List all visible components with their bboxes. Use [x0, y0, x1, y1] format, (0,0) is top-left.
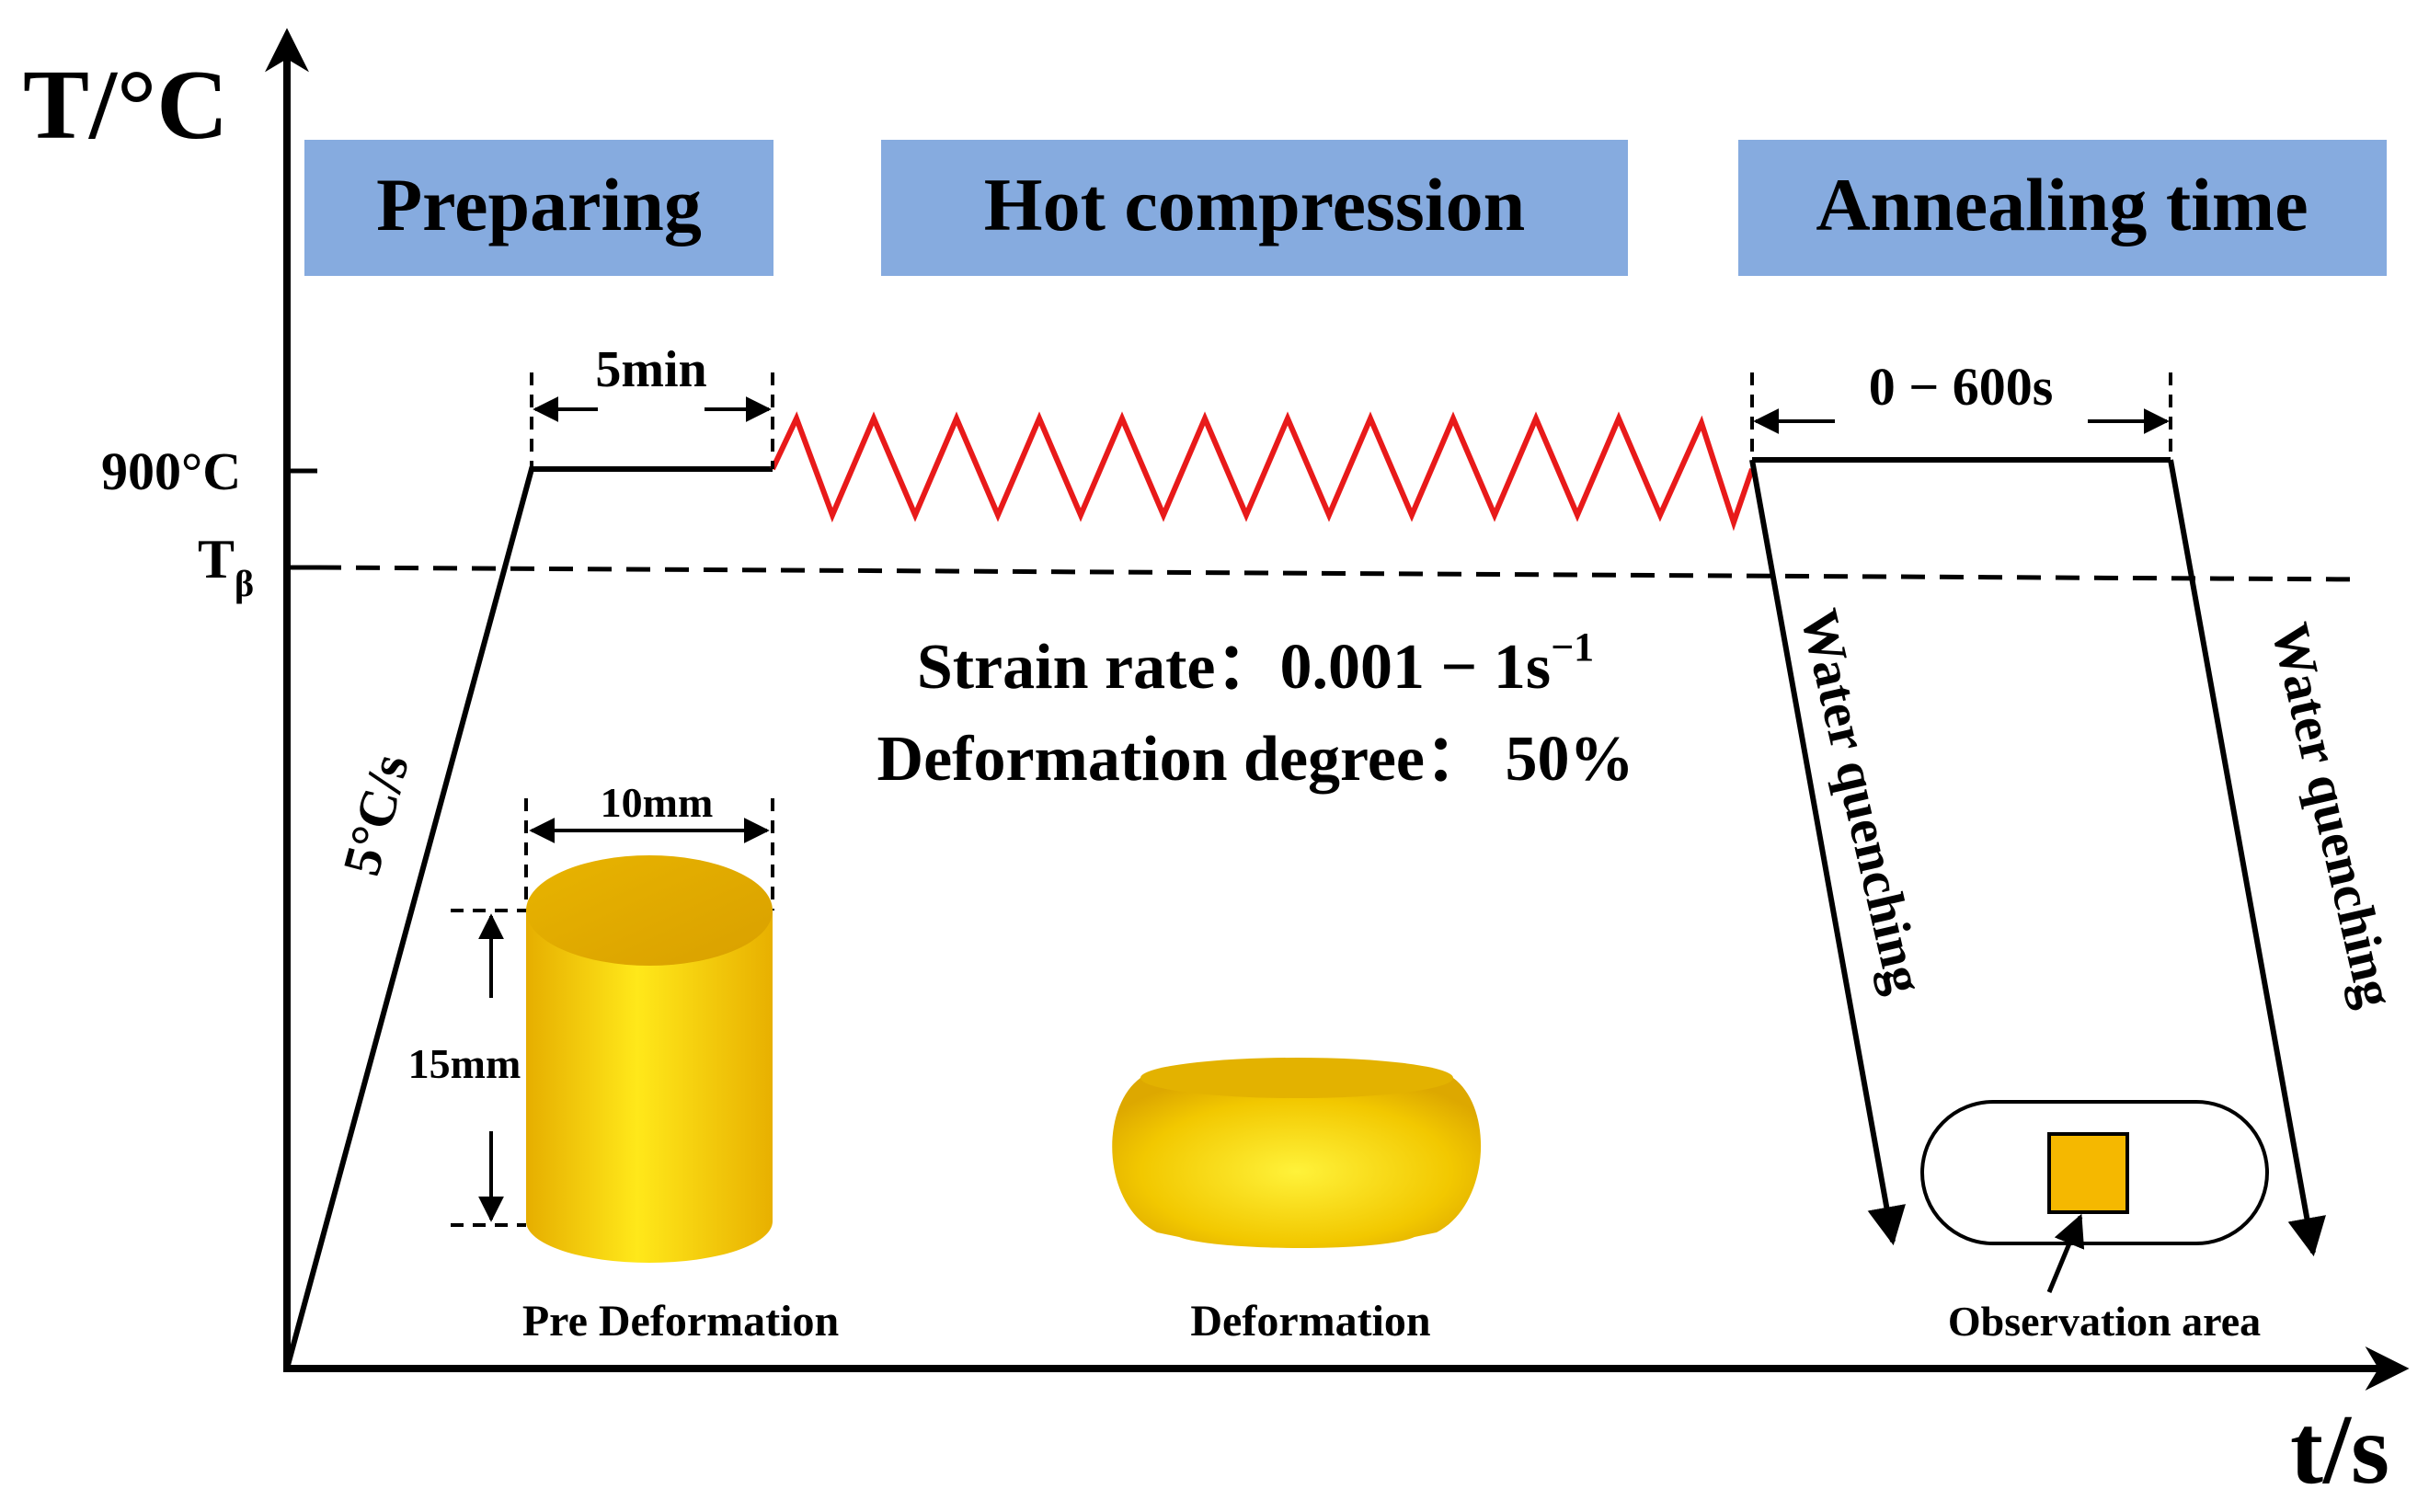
observation-square — [2047, 1132, 2129, 1214]
stage-label: Preparing — [376, 163, 702, 246]
strain-rate-text: Strain rate：0.001 − 1s−1 — [917, 624, 1594, 703]
quench-line-1 — [1749, 459, 1906, 1246]
stage-box — [881, 140, 1628, 276]
diameter-label: 10mm — [601, 779, 714, 826]
anneal-duration-label: 0 − 600s — [1869, 357, 2054, 417]
hold-duration-label: 5min — [595, 341, 706, 398]
quench-line-2 — [2168, 459, 2326, 1257]
strain-rate-value: 0.001 − 1s — [1279, 632, 1551, 703]
strain-rate-label: Strain rate： — [917, 632, 1280, 703]
stage-annealing: Annealing time — [1738, 140, 2387, 276]
heating-rate-label: 5°C/s — [331, 748, 420, 881]
deformation-degree-text: Deformation degree： 50% — [877, 724, 1634, 795]
stage-label: Annealing time — [1816, 163, 2308, 246]
stage-label: Hot compression — [984, 163, 1525, 246]
stage-box — [1738, 140, 2387, 276]
cylinder-body — [526, 911, 773, 1263]
deformed-label: Deformation — [1190, 1297, 1430, 1346]
observation-pointer — [2046, 1213, 2085, 1293]
stage-hot-compression: Hot compression — [881, 140, 1628, 276]
temp-900-label: 900°C — [101, 441, 241, 501]
hot-compression-zigzag — [770, 411, 1755, 532]
y-axis-label: T/°C — [23, 51, 228, 160]
barrel-body — [1112, 1078, 1482, 1249]
stage-box — [304, 140, 773, 276]
barrel-top — [1140, 1058, 1453, 1098]
transus-dashed-line — [316, 565, 2365, 582]
transus-symbol: T — [198, 529, 235, 590]
anneal-duration-dimension: 0 − 600s — [1750, 357, 2172, 460]
hold-duration-dimension: 5min — [530, 341, 774, 469]
observation-label: Observation area — [1948, 1298, 2261, 1345]
pre-deformation-specimen: 10mm 15mm Pre Deformation — [408, 779, 839, 1346]
observation-sample: Observation area — [1920, 1100, 2269, 1345]
x-axis-label: t/s — [2290, 1395, 2389, 1505]
pre-deformation-label: Pre Deformation — [522, 1297, 839, 1346]
transus-subscript: β — [235, 563, 254, 604]
height-label: 15mm — [408, 1040, 521, 1087]
stage-preparing: Preparing — [304, 140, 773, 276]
temp-transus-label: Tβ — [198, 529, 254, 604]
deformed-specimen: Deformation — [1112, 1058, 1482, 1346]
quench-label-2: Water quenching — [2260, 617, 2406, 1013]
strain-rate-exponent: −1 — [1551, 624, 1594, 670]
cylinder-top — [526, 855, 773, 966]
